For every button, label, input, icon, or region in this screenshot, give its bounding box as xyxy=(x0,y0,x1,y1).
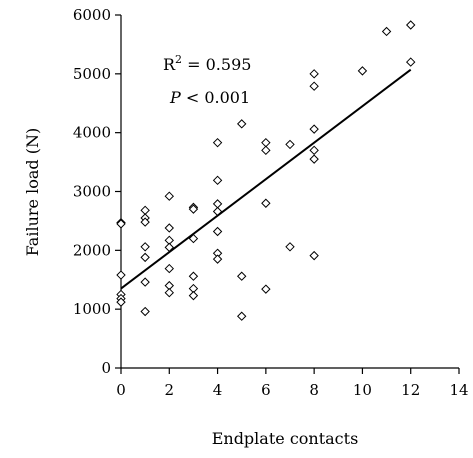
data-point xyxy=(309,145,319,156)
data-point xyxy=(212,226,223,237)
data-point xyxy=(406,20,416,30)
data-point xyxy=(140,205,150,216)
data-point xyxy=(140,306,150,317)
data-point xyxy=(212,199,223,209)
data-point xyxy=(261,284,271,294)
data-point xyxy=(309,81,319,91)
y-tick-label: 6000 xyxy=(73,6,111,24)
data-point xyxy=(309,69,319,79)
y-tick-label: 0 xyxy=(101,359,111,377)
x-tick-label: 10 xyxy=(353,381,372,399)
x-tick-label: 14 xyxy=(449,381,468,399)
data-point xyxy=(164,287,174,298)
data-point xyxy=(237,271,247,281)
y-tick-label: 4000 xyxy=(73,124,111,142)
x-tick-label: 0 xyxy=(116,381,126,399)
x-tick-label: 2 xyxy=(165,381,175,399)
data-point xyxy=(212,175,223,186)
trend-line xyxy=(120,68,412,290)
r-squared-annotation: R2 = 0.595 xyxy=(163,53,251,74)
y-axis-label: Failure load (N) xyxy=(23,128,42,256)
data-point xyxy=(116,297,126,307)
data-point xyxy=(116,219,126,229)
y-tick-label: 1000 xyxy=(73,300,111,318)
data-points xyxy=(116,20,416,321)
data-point xyxy=(164,223,174,233)
y-ticks: 0 1000 2000 3000 4000 5000 6000 xyxy=(73,6,121,377)
y-tick-label: 3000 xyxy=(73,183,111,201)
x-tick-label: 12 xyxy=(401,381,420,399)
data-point xyxy=(357,66,368,76)
data-point xyxy=(212,137,223,148)
x-tick-label: 6 xyxy=(261,381,271,399)
data-point xyxy=(309,250,319,261)
x-axis-label: Endplate contacts xyxy=(212,429,359,448)
x-tick-label: 4 xyxy=(213,381,223,399)
data-point xyxy=(188,271,199,281)
y-tick-label: 2000 xyxy=(73,241,111,259)
data-point xyxy=(188,204,199,214)
y-tick-label: 5000 xyxy=(73,65,111,83)
x-tick-label: 8 xyxy=(309,381,319,399)
data-point xyxy=(212,254,223,264)
x-ticks: 0 2 4 6 8 10 12 14 xyxy=(116,368,469,399)
data-point xyxy=(140,252,150,263)
data-point xyxy=(261,145,271,156)
data-point xyxy=(164,191,174,201)
data-point xyxy=(406,57,416,67)
data-point xyxy=(285,139,295,150)
data-point xyxy=(285,242,295,252)
data-point xyxy=(140,242,150,252)
data-point xyxy=(381,26,392,37)
data-point xyxy=(309,154,319,164)
data-point xyxy=(237,119,247,129)
data-point xyxy=(261,137,271,148)
data-point xyxy=(261,198,271,208)
data-point xyxy=(237,311,247,321)
data-point xyxy=(164,263,174,274)
data-point xyxy=(140,217,150,227)
data-point xyxy=(188,290,199,301)
p-value-annotation: P < 0.001 xyxy=(169,88,250,107)
data-point xyxy=(309,124,319,134)
data-point xyxy=(140,277,150,287)
data-point xyxy=(116,270,126,280)
